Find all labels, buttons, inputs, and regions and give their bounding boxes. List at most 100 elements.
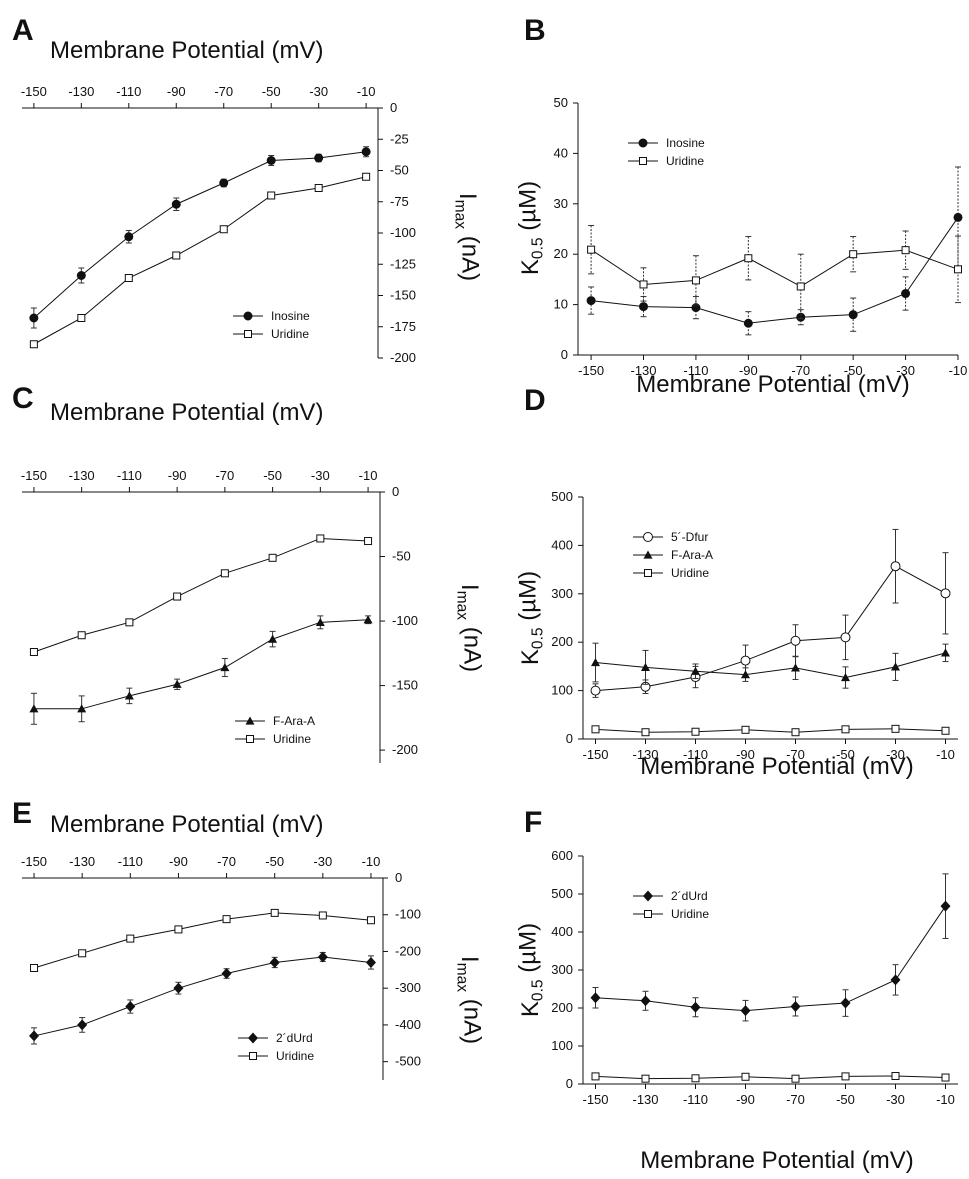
data-point bbox=[78, 949, 87, 958]
data-point bbox=[840, 997, 851, 1009]
x-tick-label: -50 bbox=[836, 1092, 855, 1107]
series-line bbox=[33, 151, 367, 319]
y-tick-label: -175 bbox=[390, 319, 416, 334]
y-axis-title: Imax (nA) bbox=[453, 956, 485, 1044]
data-point bbox=[269, 956, 280, 968]
data-point bbox=[890, 561, 901, 572]
legend-label: Uridine bbox=[666, 154, 704, 168]
data-point bbox=[639, 302, 649, 312]
x-tick-label: -110 bbox=[683, 363, 708, 378]
series-uridine bbox=[30, 908, 375, 972]
legend: 5´-Dfur F-Ara-A Uridine bbox=[633, 530, 713, 580]
data-point bbox=[849, 250, 858, 259]
x-tick-label: -30 bbox=[313, 854, 332, 869]
data-point bbox=[841, 673, 850, 682]
legend-label: Uridine bbox=[671, 566, 709, 580]
y-axis-title: Imax (nA) bbox=[453, 584, 485, 672]
legend-marker bbox=[243, 311, 253, 321]
data-point bbox=[220, 663, 230, 672]
y-tick-label: -50 bbox=[392, 549, 411, 564]
y-axis-title: K0.5 (µM) bbox=[514, 571, 546, 665]
data-point bbox=[172, 679, 182, 688]
y-tick-label: 0 bbox=[561, 347, 568, 362]
x-tick-label: -130 bbox=[632, 1092, 658, 1107]
data-point bbox=[219, 225, 228, 234]
data-point bbox=[266, 156, 276, 165]
legend-label: Uridine bbox=[671, 907, 709, 921]
data-point bbox=[173, 592, 182, 601]
y-tick-label: -200 bbox=[390, 350, 416, 365]
x-tick-label: -50 bbox=[265, 854, 284, 869]
x-tick-label: -110 bbox=[683, 747, 708, 762]
y-tick-label: -150 bbox=[392, 678, 418, 693]
data-point bbox=[318, 911, 327, 920]
legend-label: Uridine bbox=[273, 732, 311, 746]
x-axis-title: Membrane Potential (mV) bbox=[640, 753, 913, 780]
data-point bbox=[591, 1072, 600, 1081]
legend-marker bbox=[638, 138, 648, 148]
data-point bbox=[841, 1072, 850, 1081]
data-point bbox=[268, 553, 277, 562]
data-point bbox=[791, 728, 800, 737]
x-tick-label: -150 bbox=[21, 854, 47, 869]
data-point bbox=[361, 147, 371, 157]
data-point bbox=[891, 662, 900, 671]
x-tick-label: -30 bbox=[309, 84, 328, 99]
series-2-durd bbox=[29, 951, 376, 1045]
data-point bbox=[171, 199, 181, 209]
x-tick-label: -70 bbox=[786, 1092, 805, 1107]
legend-marker bbox=[246, 735, 254, 743]
data-point bbox=[796, 282, 805, 291]
data-point bbox=[848, 310, 858, 320]
chart-panel-e: E Membrane Potential (mV) Imax (nA) -150 -13… bbox=[12, 797, 486, 1080]
x-tick-label: -10 bbox=[359, 468, 378, 483]
series-line bbox=[591, 217, 959, 324]
data-point bbox=[691, 303, 701, 313]
data-point bbox=[220, 569, 229, 578]
legend: 2´dUrd Uridine bbox=[238, 1031, 314, 1063]
x-tick-label: -90 bbox=[736, 747, 755, 762]
data-point bbox=[740, 655, 751, 666]
legend-marker bbox=[639, 157, 647, 165]
data-point bbox=[901, 246, 910, 255]
data-point bbox=[29, 313, 39, 323]
series-line bbox=[33, 537, 369, 653]
y-axis-title: K0.5 (µM) bbox=[514, 923, 546, 1017]
data-point bbox=[890, 974, 901, 986]
x-tick-label: -70 bbox=[791, 363, 810, 378]
data-point bbox=[124, 274, 133, 282]
legend-marker bbox=[643, 890, 653, 902]
data-point bbox=[741, 725, 750, 734]
y-tick-label: 500 bbox=[551, 489, 573, 504]
data-point bbox=[891, 1072, 900, 1081]
data-point bbox=[953, 212, 963, 222]
x-tick-label: -70 bbox=[786, 747, 805, 762]
data-point bbox=[639, 280, 648, 289]
x-tick-label: -130 bbox=[631, 363, 657, 378]
legend: Inosine Uridine bbox=[628, 136, 705, 168]
y-tick-label: -50 bbox=[390, 163, 409, 178]
panel-letter: E bbox=[12, 797, 32, 830]
data-point bbox=[741, 1072, 750, 1081]
y-tick-label: -100 bbox=[395, 907, 421, 922]
x-axis-title: Membrane Potential (mV) bbox=[640, 1147, 913, 1174]
legend-label: 2´dUrd bbox=[671, 889, 708, 903]
data-point bbox=[172, 251, 181, 260]
y-tick-label: 0 bbox=[566, 731, 573, 746]
y-axis-title: Imax (nA) bbox=[451, 193, 483, 281]
y-tick-label: -200 bbox=[395, 943, 421, 958]
y-tick-label: 500 bbox=[551, 886, 573, 901]
x-tick-label: -130 bbox=[69, 854, 95, 869]
y-tick-label: 100 bbox=[551, 1038, 573, 1053]
data-point bbox=[366, 916, 375, 925]
y-tick-label: 0 bbox=[566, 1076, 573, 1091]
data-point bbox=[691, 276, 700, 285]
series-line bbox=[590, 249, 959, 288]
legend-label: Inosine bbox=[666, 136, 705, 150]
panel-letter: C bbox=[12, 382, 34, 415]
series-inosine bbox=[29, 146, 371, 329]
data-point bbox=[76, 271, 86, 280]
panel-letter: F bbox=[524, 806, 542, 839]
y-tick-label: -75 bbox=[390, 194, 409, 209]
legend: 2´dUrd Uridine bbox=[633, 889, 709, 921]
